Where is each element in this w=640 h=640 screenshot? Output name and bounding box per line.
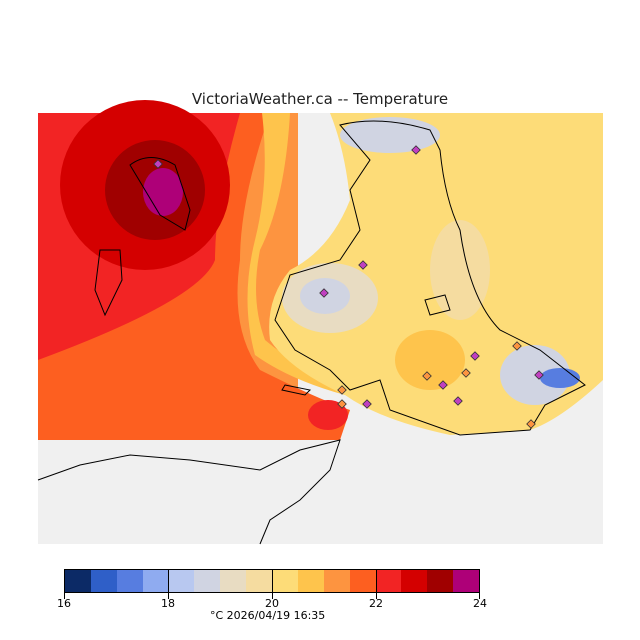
tick-label: 16	[57, 597, 71, 610]
tick-label: 18	[161, 597, 175, 610]
station-markers	[153, 145, 544, 409]
units-timestamp: °C 2026/04/19 16:35	[210, 609, 326, 622]
color-scale-swatch	[427, 570, 454, 592]
color-scale-swatch	[65, 570, 91, 592]
color-scale-swatch	[375, 570, 402, 592]
coastlines	[37, 120, 586, 545]
tick-mark	[168, 569, 169, 599]
color-scale-swatch	[90, 570, 117, 592]
map-title: VictoriaWeather.ca -- Temperature	[191, 90, 449, 108]
color-scale-bar	[64, 569, 480, 593]
tick-mark	[272, 569, 273, 599]
tick-label: 20	[265, 597, 279, 610]
color-scale-swatch	[194, 570, 221, 592]
tick-label: 24	[473, 597, 487, 610]
color-scale-swatch	[272, 570, 298, 592]
tick-mark	[376, 569, 377, 599]
tick-label: 22	[369, 597, 383, 610]
color-scale-swatch	[246, 570, 272, 592]
color-scale-swatch	[220, 570, 247, 592]
color-scale-swatch	[297, 570, 324, 592]
color-scale-swatch	[142, 570, 169, 592]
color-scale-swatch	[323, 570, 350, 592]
tick-mark	[479, 569, 480, 599]
station-markers-warm	[337, 341, 536, 429]
color-scale-swatch	[453, 570, 479, 592]
tick-mark	[64, 569, 65, 599]
color-scale-swatch	[349, 570, 376, 592]
color-scale-swatch	[401, 570, 428, 592]
color-scale-swatch	[116, 570, 143, 592]
color-scale-swatch	[168, 570, 195, 592]
